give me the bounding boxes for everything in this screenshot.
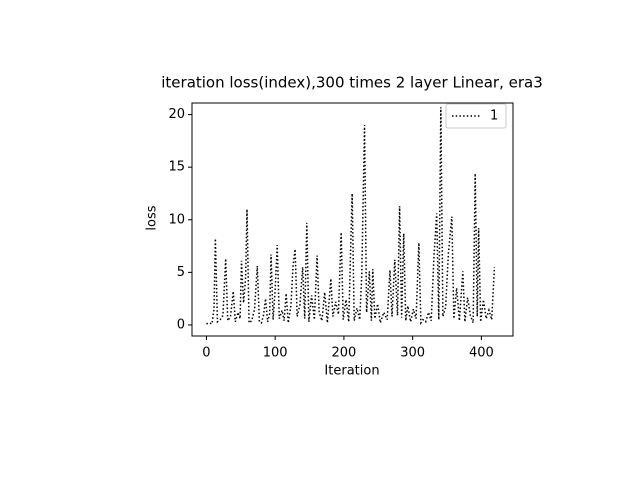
x-tick-label: 400 <box>469 346 494 361</box>
x-tick-label: 0 <box>202 346 210 361</box>
y-tick-label: 15 <box>168 160 185 175</box>
legend-box <box>445 103 507 129</box>
legend-label: 1 <box>490 109 498 124</box>
y-tick-label: 5 <box>177 265 185 280</box>
data-line <box>206 107 496 326</box>
x-axis-label: Iteration <box>324 364 379 379</box>
y-axis-label: loss <box>145 205 160 230</box>
x-tick-label: 100 <box>263 346 288 361</box>
axes-frame <box>191 102 514 337</box>
chart-title: iteration loss(index),300 times 2 layer … <box>161 74 543 92</box>
x-tick-label: 200 <box>331 346 356 361</box>
y-tick-label: 0 <box>177 317 185 332</box>
y-tick-label: 10 <box>168 212 185 227</box>
y-tick-label: 20 <box>168 107 185 122</box>
x-tick-label: 300 <box>400 346 425 361</box>
